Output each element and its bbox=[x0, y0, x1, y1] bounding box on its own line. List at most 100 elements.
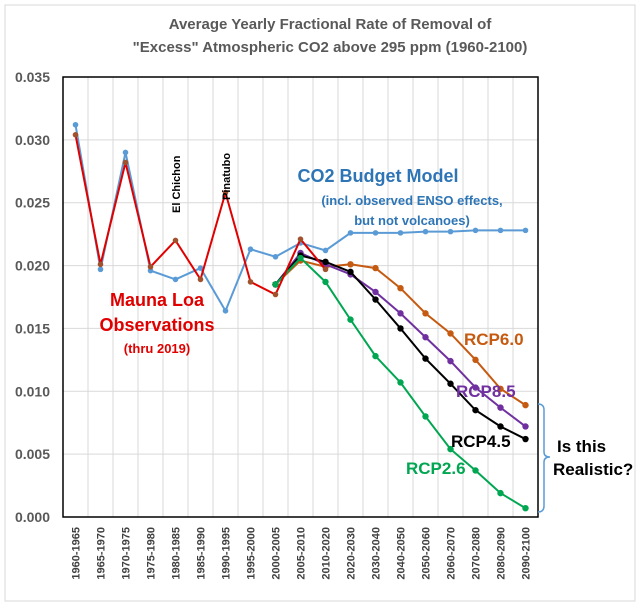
label-model: CO2 Budget Model bbox=[298, 166, 459, 186]
label-model-sub2: but not volcanoes) bbox=[354, 213, 470, 228]
data-point-rcp8-5 bbox=[472, 384, 479, 391]
data-point-co2-budget-model bbox=[322, 247, 329, 254]
data-point-rcp4-5 bbox=[522, 435, 529, 443]
data-point-co2-budget-model bbox=[347, 230, 354, 236]
label-rcp26: RCP2.6 bbox=[406, 459, 466, 478]
data-point-co2-budget-model bbox=[447, 228, 454, 235]
data-point-rcp6-0 bbox=[397, 285, 404, 292]
label-rcp85: RCP8.5 bbox=[456, 382, 516, 401]
data-point-rcp4-5 bbox=[372, 296, 379, 303]
label-observations: Observations bbox=[99, 315, 214, 335]
plot-border bbox=[62, 76, 539, 518]
data-point-rcp2-6 bbox=[497, 489, 504, 497]
data-point-co2-budget-model bbox=[422, 228, 429, 235]
x-tick-label: 2070-2080 bbox=[471, 527, 483, 580]
data-point-rcp6-0 bbox=[497, 385, 504, 392]
data-point-rcp4-5 bbox=[472, 406, 479, 414]
data-point-rcp2-6 bbox=[397, 379, 404, 386]
data-point-co2-budget-model bbox=[397, 230, 404, 236]
data-point-mauna-loa-observations bbox=[197, 276, 204, 283]
bracket bbox=[537, 403, 551, 513]
data-point-rcp6-0 bbox=[447, 330, 454, 337]
data-point-rcp2-6 bbox=[272, 281, 279, 288]
x-tick-label: 2080-2090 bbox=[496, 527, 508, 580]
data-point-mauna-loa-observations bbox=[147, 264, 154, 270]
data-point-rcp6-0 bbox=[347, 261, 354, 268]
data-point-rcp2-6 bbox=[522, 505, 529, 512]
data-point-rcp4-5 bbox=[422, 355, 429, 362]
data-point-mauna-loa-observations bbox=[122, 159, 129, 166]
x-tick-label: 1960-1965 bbox=[71, 527, 83, 580]
label-rcp60: RCP6.0 bbox=[464, 330, 524, 349]
x-tick-label: 2000-2005 bbox=[271, 527, 283, 580]
annotation-el-chichon: El Chichon bbox=[171, 155, 183, 213]
data-point-rcp8-5 bbox=[522, 423, 529, 430]
data-point-rcp4-5 bbox=[447, 380, 454, 387]
data-point-co2-budget-model bbox=[522, 227, 529, 234]
label-rcp45: RCP4.5 bbox=[451, 432, 511, 451]
data-point-co2-budget-model bbox=[197, 265, 204, 271]
data-point-rcp2-6 bbox=[297, 254, 304, 262]
data-point-mauna-loa-observations bbox=[272, 291, 279, 298]
y-tick-label: 0.020 bbox=[15, 258, 50, 274]
data-point-rcp6-0 bbox=[372, 264, 379, 272]
chart-title-line2: "Excess" Atmospheric CO2 above 295 ppm (… bbox=[133, 39, 528, 56]
x-tick-label: 1990-1995 bbox=[221, 527, 233, 580]
chart-frame bbox=[4, 4, 636, 602]
data-point-rcp8-5 bbox=[497, 404, 504, 411]
x-tick-label: 1970-1975 bbox=[121, 527, 133, 580]
y-axis: 0.000 0.005 0.010 0.015 0.020 0.025 0.030 0.035 bbox=[15, 69, 50, 525]
y-tick-label: 0.005 bbox=[15, 446, 50, 462]
y-tick-label: 0.025 bbox=[15, 195, 50, 211]
series-group bbox=[72, 121, 529, 512]
label-question-2: Realistic? bbox=[553, 460, 633, 479]
data-point-rcp6-0 bbox=[522, 401, 529, 409]
y-tick-label: 0.010 bbox=[15, 383, 50, 399]
x-tick-label: 1975-1980 bbox=[146, 527, 158, 580]
data-point-rcp2-6 bbox=[422, 413, 429, 420]
data-point-mauna-loa-observations bbox=[322, 266, 329, 273]
data-point-rcp4-5 bbox=[347, 268, 354, 276]
x-axis: 1960-1965 1965-1970 1970-1975 1975-1980 1980… bbox=[71, 527, 533, 580]
data-point-rcp2-6 bbox=[322, 278, 329, 286]
label-thru-2019: (thru 2019) bbox=[124, 341, 190, 356]
data-point-co2-budget-model bbox=[222, 308, 229, 314]
data-point-co2-budget-model bbox=[72, 121, 79, 128]
data-point-rcp2-6 bbox=[447, 445, 454, 453]
data-point-rcp2-6 bbox=[472, 467, 479, 474]
data-point-rcp4-5 bbox=[497, 423, 504, 430]
y-tick-label: 0.035 bbox=[15, 69, 50, 85]
x-tick-label: 1995-2000 bbox=[246, 527, 258, 580]
x-tick-label: 1965-1970 bbox=[96, 527, 108, 580]
x-tick-label: 2060-2070 bbox=[446, 527, 458, 580]
data-point-rcp2-6 bbox=[347, 316, 354, 323]
data-point-co2-budget-model bbox=[472, 227, 479, 234]
x-tick-label: 2030-2040 bbox=[371, 527, 383, 580]
data-point-mauna-loa-observations bbox=[247, 279, 254, 285]
data-point-co2-budget-model bbox=[247, 246, 254, 253]
data-point-co2-budget-model bbox=[497, 227, 504, 234]
x-tick-label: 2010-2020 bbox=[321, 527, 333, 580]
x-tick-label: 2090-2100 bbox=[521, 527, 533, 580]
data-point-rcp6-0 bbox=[472, 356, 479, 364]
x-tick-label: 1985-1990 bbox=[196, 527, 208, 580]
data-point-rcp8-5 bbox=[397, 310, 404, 317]
label-question-1: Is this bbox=[557, 437, 606, 456]
data-point-mauna-loa-observations bbox=[72, 132, 79, 138]
y-tick-label: 0.030 bbox=[15, 132, 50, 148]
data-point-co2-budget-model bbox=[97, 266, 104, 273]
label-model-sub1: (incl. observed ENSO effects, bbox=[321, 193, 502, 208]
data-point-rcp8-5 bbox=[372, 288, 379, 296]
data-point-rcp2-6 bbox=[372, 352, 379, 360]
data-point-co2-budget-model bbox=[272, 253, 279, 260]
data-point-co2-budget-model bbox=[122, 149, 129, 156]
x-tick-label: 2020-2030 bbox=[346, 527, 358, 580]
data-point-mauna-loa-observations bbox=[297, 236, 304, 242]
x-tick-label: 2005-2010 bbox=[296, 527, 308, 580]
series-co2-budget-model bbox=[72, 121, 529, 314]
annotation-pinatubo: Pinatubo bbox=[221, 153, 233, 200]
y-tick-label: 0.015 bbox=[15, 320, 50, 336]
data-point-mauna-loa-observations bbox=[222, 189, 229, 196]
label-mauna-loa: Mauna Loa bbox=[110, 290, 205, 310]
